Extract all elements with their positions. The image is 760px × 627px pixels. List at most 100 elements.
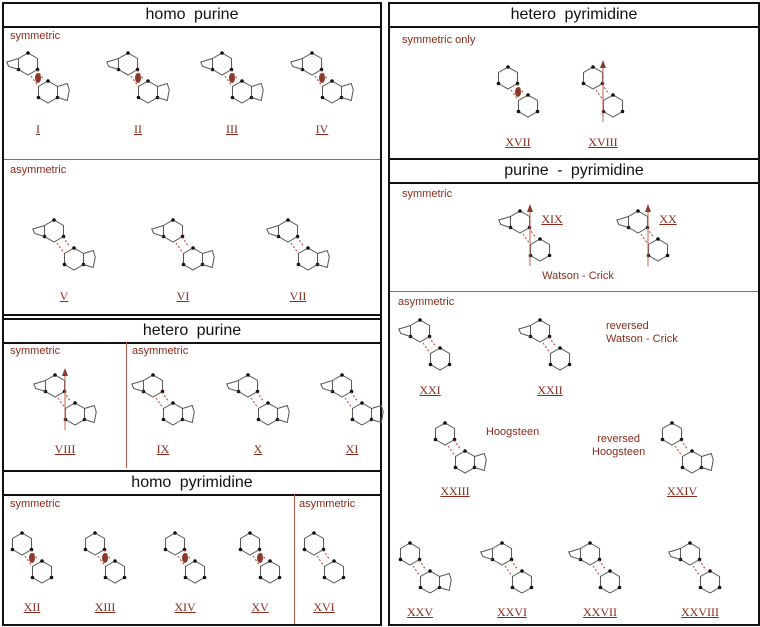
hydrogen-bond [256,391,265,403]
imidazole-ring [518,325,531,337]
atom [62,262,67,267]
pair-label: XIII [94,600,116,614]
pyrimidine-ring [164,532,186,556]
pyrimidine-ring [511,570,533,594]
atom [182,547,187,552]
imidazole-ring [32,225,45,237]
section-label: symmetric [10,498,61,510]
pair-label: XXVI [497,605,527,619]
atom [417,557,422,562]
pair-label: XV [251,600,269,614]
pair-label: VIII [54,442,76,456]
pyrimidine-ring [31,560,53,584]
arrow-icon [600,60,606,68]
pair-label: XVIII [588,135,618,149]
atom [312,531,316,535]
atom [506,65,510,69]
dyad-axis-icon [102,553,108,563]
atom [122,575,127,580]
imidazole-ring [83,249,96,269]
purine-ring [419,570,441,594]
hoogsteen-label: Hoogsteen [486,426,540,438]
imidazole-ring [616,216,629,228]
imidazole-ring [84,404,97,424]
atom [526,93,530,97]
section-label: asymmetric [10,164,67,176]
atom [295,234,300,239]
dyad-axis-icon [182,553,188,563]
atom [516,109,521,114]
atom [126,51,130,55]
atom [428,362,433,367]
atom [660,437,665,442]
purine-ring [117,52,139,76]
atom [538,237,542,241]
atom [229,67,234,72]
atom [679,437,684,442]
atom [276,234,281,239]
atom [717,585,722,590]
purine-ring [627,210,649,234]
atom [680,465,685,470]
section-label: symmetric only [402,34,476,46]
hydrogen-bond [542,342,551,354]
atom [688,541,692,545]
atom [319,67,324,72]
purine-ring [142,374,164,398]
hydrogen-bond [350,391,359,403]
atom [447,362,452,367]
pyrimidine-ring [184,560,206,584]
imidazole-ring [371,404,384,424]
atom [220,51,224,55]
imidazole-ring [317,249,330,269]
pair-label: XIX [541,212,563,226]
atom [10,547,15,552]
atom [617,585,622,590]
atom [341,575,346,580]
atom [163,547,168,552]
hydrogen-bond [592,565,601,577]
pyrimidine-ring [434,422,456,446]
purine-ring [331,374,353,398]
imidazole-ring [398,325,411,337]
reversed-watson-crick-label: reversed Watson - Crick [606,320,678,346]
section-label: asymmetric [132,345,189,357]
arrow-icon [645,204,651,212]
hydrogen-bond [56,242,65,254]
divider [294,494,295,624]
hydrogen-bond [692,565,701,577]
pair-label: V [59,289,69,303]
imidazole-ring [439,572,452,592]
atom [340,373,344,377]
atom [438,346,442,350]
atom [428,569,432,573]
atom [46,79,50,83]
atom [146,79,150,83]
divider [4,314,380,316]
hetero-purine-title: hetero purine [4,318,380,344]
purine-ring [301,52,323,76]
reversed-hoogsteen-label: reversed Hoogsteen [592,433,645,459]
purine-ring [17,52,39,76]
pair-label: XXI [419,383,441,397]
atom [183,575,188,580]
hydrogen-bond [422,342,431,354]
atom [591,65,595,69]
pyrimidine-ring [497,66,519,90]
hydrogen-bond [250,397,259,409]
hydrogen-bond [344,397,353,409]
dyad-axis-icon [29,553,35,563]
atom [656,237,660,241]
divider [126,342,127,468]
dyad-axis-icon [257,553,263,563]
atom [296,262,301,267]
section-label: symmetric [10,345,61,357]
pair-label: VI [176,289,190,303]
imidazole-ring [480,548,493,560]
imidazole-ring [668,548,681,560]
atom [620,109,625,114]
pyrimidine-ring [602,94,624,118]
purine-ring [579,542,601,566]
hydrogen-bond [548,336,557,348]
